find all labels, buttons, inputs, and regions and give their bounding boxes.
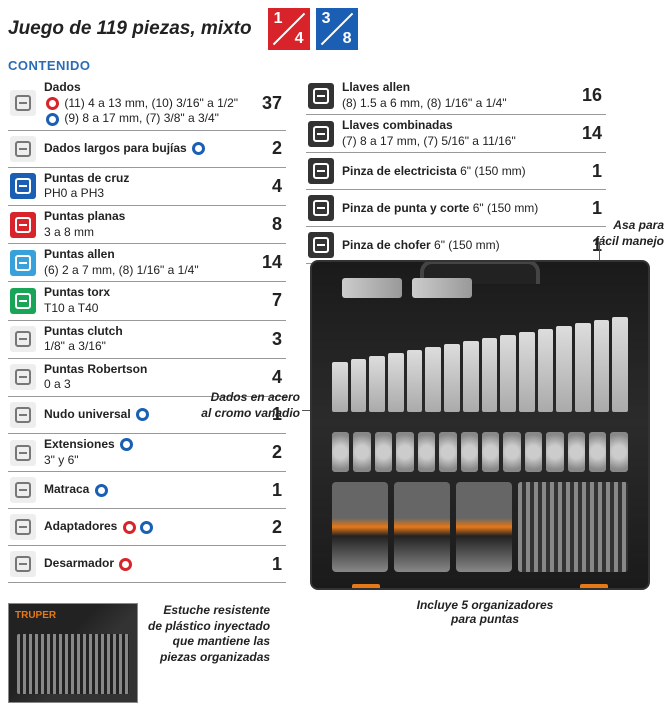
row-text: Llaves allen(8) 1.5 a 6 mm, (8) 1/16" a … — [342, 80, 574, 111]
row-text: Pinza de chofer 6" (150 mm) — [342, 238, 574, 254]
content-row: Llaves combinadas(7) 8 a 17 mm, (7) 5/16… — [306, 115, 606, 153]
content-row: Puntas de cruzPH0 a PH3 4 — [8, 168, 286, 206]
adapter-icon — [8, 512, 38, 542]
row-count: 4 — [254, 367, 286, 388]
row-count: 14 — [574, 123, 606, 144]
row-text: Adaptadores — [44, 519, 254, 535]
socket-icon — [8, 88, 38, 118]
content-row: Pinza de chofer 6" (150 mm) 1 — [306, 227, 606, 264]
torx-icon — [8, 286, 38, 316]
fraction-badge-quarter: 1 4 — [268, 8, 310, 50]
row-count: 1 — [254, 554, 286, 575]
row-text: Matraca — [44, 482, 254, 498]
electrician-pliers-icon — [306, 156, 336, 186]
row-text: Puntas torxT10 a T40 — [44, 285, 254, 316]
row-count: 37 — [254, 93, 286, 114]
row-count: 16 — [574, 85, 606, 106]
row-text: Pinza de punta y corte 6" (150 mm) — [342, 201, 574, 217]
content-row: Extensiones 3" y 6" 2 — [8, 434, 286, 472]
row-count: 8 — [254, 214, 286, 235]
row-count: 7 — [254, 290, 286, 311]
content-row: Matraca 1 — [8, 472, 286, 509]
page-title: Juego de 119 piezas, mixto — [8, 18, 252, 40]
content-row: Pinza de punta y corte 6" (150 mm) 1 — [306, 190, 606, 227]
content-row: Puntas allen(6) 2 a 7 mm, (8) 1/16" a 1/… — [8, 244, 286, 282]
ratchet-icon — [8, 475, 38, 505]
fraction-badge-three-eighths: 3 8 — [316, 8, 358, 50]
row-count: 1 — [574, 161, 606, 182]
content-row: Pinza de electricista 6" (150 mm) 1 — [306, 153, 606, 190]
spark-socket-icon — [8, 134, 38, 164]
row-text: Pinza de electricista 6" (150 mm) — [342, 164, 574, 180]
allen-key-icon — [306, 81, 336, 111]
content-row: Dados (11) 4 a 13 mm, (10) 3/16" a 1/2" … — [8, 77, 286, 131]
row-text: Puntas de cruzPH0 a PH3 — [44, 171, 254, 202]
row-count: 2 — [254, 442, 286, 463]
clutch-icon — [8, 324, 38, 354]
allen-bit-icon — [8, 248, 38, 278]
handle-callout: Asa parafácil manejo — [595, 218, 664, 249]
content-row: Puntas clutch1/8" a 3/16" 3 — [8, 321, 286, 359]
row-text: Puntas allen(6) 2 a 7 mm, (8) 1/16" a 1/… — [44, 247, 254, 278]
content-row: Llaves allen(8) 1.5 a 6 mm, (8) 1/16" a … — [306, 77, 606, 115]
row-text: Dados (11) 4 a 13 mm, (10) 3/16" a 1/2" … — [44, 80, 254, 127]
wrench-icon — [306, 119, 336, 149]
row-count: 1 — [254, 480, 286, 501]
phillips-icon — [8, 171, 38, 201]
section-title: CONTENIDO — [8, 58, 661, 73]
left-column: Dados (11) 4 a 13 mm, (10) 3/16" a 1/2" … — [8, 77, 286, 583]
case-caption: Incluye 5 organizadorespara puntas — [310, 598, 660, 626]
content-row: Puntas torxT10 a T40 7 — [8, 282, 286, 320]
robertson-icon — [8, 362, 38, 392]
content-row: Dados largos para bujías 2 — [8, 131, 286, 168]
row-count: 3 — [254, 329, 286, 350]
slipjoint-pliers-icon — [306, 230, 336, 260]
row-text: Extensiones 3" y 6" — [44, 437, 254, 468]
row-count: 2 — [254, 517, 286, 538]
extension-icon — [8, 438, 38, 468]
row-text: Puntas planas3 a 8 mm — [44, 209, 254, 240]
steel-callout: Dados en aceroal cromo vanadio — [180, 390, 300, 421]
toolcase-image — [310, 260, 650, 590]
package-callout: Estuche resistentede plástico inyectadoq… — [148, 603, 270, 703]
row-text: Puntas clutch1/8" a 3/16" — [44, 324, 254, 355]
row-text: Desarmador — [44, 556, 254, 572]
package-image: TRUPER — [8, 603, 138, 703]
content-row: Puntas planas3 a 8 mm 8 — [8, 206, 286, 244]
row-count: 14 — [254, 252, 286, 273]
screwdriver-icon — [8, 549, 38, 579]
flat-icon — [8, 210, 38, 240]
universal-joint-icon — [8, 400, 38, 430]
row-text: Puntas Robertson0 a 3 — [44, 362, 254, 393]
row-text: Dados largos para bujías — [44, 141, 254, 157]
content-row: Adaptadores 2 — [8, 509, 286, 546]
brand-label: TRUPER — [15, 610, 56, 621]
row-count: 2 — [254, 138, 286, 159]
row-count: 1 — [574, 198, 606, 219]
cutting-pliers-icon — [306, 193, 336, 223]
content-row: Desarmador 1 — [8, 546, 286, 583]
row-text: Llaves combinadas(7) 8 a 17 mm, (7) 5/16… — [342, 118, 574, 149]
fraction-badges: 1 4 3 8 — [268, 8, 358, 50]
row-count: 4 — [254, 176, 286, 197]
